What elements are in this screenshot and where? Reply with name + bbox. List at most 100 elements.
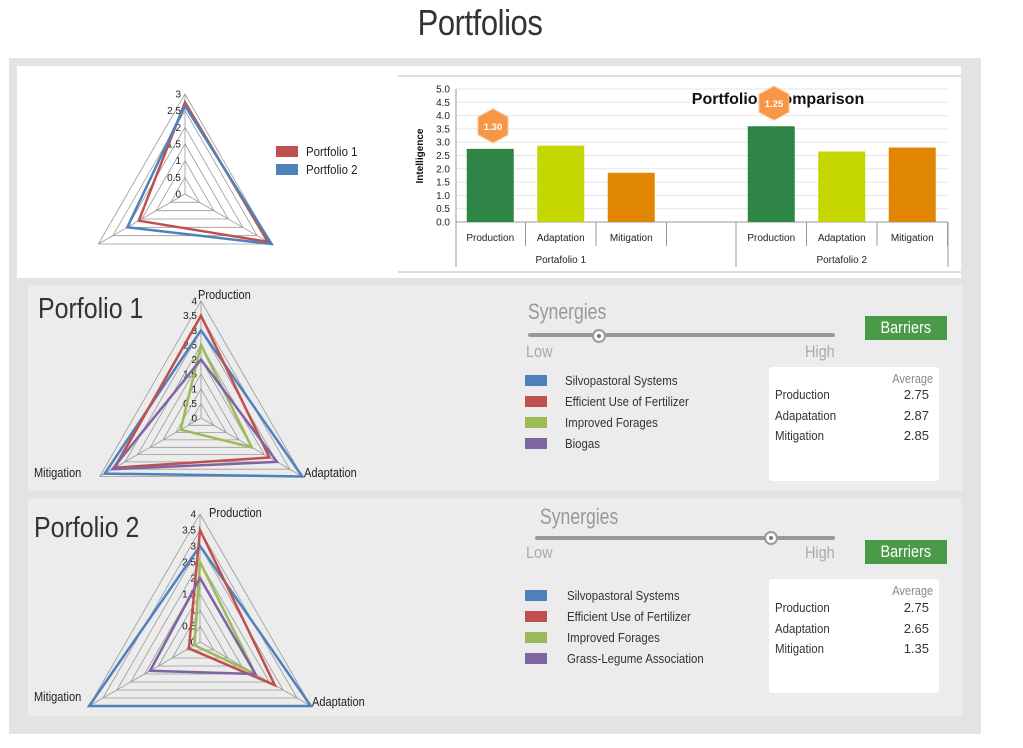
bar-y-tick-label: 1.5 — [436, 178, 450, 189]
radar-tick-label: 2.5 — [167, 106, 181, 117]
bar-y-tick-label: 2.0 — [436, 164, 450, 175]
radar-axis-label: Mitigation — [34, 689, 81, 704]
portfolio1-barriers-button[interactable]: Barriers — [865, 316, 947, 340]
legend-swatch — [525, 632, 547, 643]
bar — [818, 151, 866, 222]
portfolio1-legend: Silvopastoral Systems Efficient Use of F… — [525, 370, 706, 454]
radar-axis-label: Adaptation — [312, 694, 365, 709]
portfolio1-low-label: Low — [526, 342, 553, 361]
portfolio2-synergy-slider[interactable] — [535, 536, 835, 540]
legend-item: Efficient Use of Fertilizer — [525, 606, 722, 627]
radar-series-line — [125, 103, 275, 246]
average-row: Production 2.75 — [775, 387, 929, 402]
legend-swatch — [525, 375, 547, 386]
bar-y-tick-label: 0.5 — [436, 204, 450, 215]
radar-tick-label: 4 — [191, 297, 197, 308]
radar-tick-label: 1 — [175, 156, 181, 167]
radar-tick-label: 2 — [191, 355, 197, 366]
portfolio1-section: Porfolio 1 0 0.5 1 1.5 2 2.5 3 3.5 4 Production Ad… — [28, 285, 962, 491]
legend-swatch — [525, 396, 547, 407]
radar-gridline — [141, 143, 229, 220]
portfolio2-barriers-button[interactable]: Barriers — [865, 540, 947, 564]
bar-category-label: Adaptation — [818, 233, 866, 244]
bar — [466, 148, 514, 222]
radar-series-line — [179, 341, 255, 450]
radar-gridline — [162, 373, 240, 441]
bar — [888, 147, 936, 222]
radar-spoke — [98, 193, 186, 245]
radar-gridline — [97, 93, 273, 245]
radar-tick-label: 3.5 — [182, 526, 196, 537]
bar — [537, 145, 585, 222]
bar-y-tick-label: 3.5 — [436, 124, 450, 135]
portfolio1-radar-chart: 00.511.522.533.54 ProductionAdaptationMit… — [34, 287, 357, 480]
bar-group-badge — [477, 108, 509, 144]
legend-item: Improved Forages — [525, 627, 722, 648]
bar-category-label: Mitigation — [891, 233, 934, 244]
radar-axis-label: Adaptation — [304, 465, 357, 480]
average-row: Adapatation 2.87 — [775, 408, 929, 423]
portfolio1-synergy-knob[interactable] — [592, 329, 606, 343]
radar-tick-label: 4 — [190, 510, 196, 521]
bar — [607, 172, 655, 222]
average-row: Mitigation 2.85 — [775, 428, 929, 443]
portfolio1-title: Porfolio 1 — [38, 293, 144, 325]
legend-item: Silvopastoral Systems — [525, 585, 722, 606]
radar-tick-label: 1.5 — [167, 140, 181, 151]
radar-tick-label: 3.5 — [183, 311, 197, 322]
legend-swatch — [276, 164, 298, 175]
legend-item: Grass-Legume Association — [525, 648, 722, 669]
radar-gridline — [169, 176, 201, 203]
radar-spoke — [88, 641, 201, 707]
radar-tick-label: 3 — [190, 542, 196, 553]
radar-series-line — [86, 543, 314, 708]
legend-swatch — [525, 438, 547, 449]
average-header: Average — [892, 371, 933, 386]
radar-tick-label: 0 — [175, 190, 181, 201]
radar-series-line — [112, 312, 272, 470]
bar-y-tick-label: 3.0 — [436, 138, 450, 149]
portfolio2-legend: Silvopastoral Systems Efficient Use of F… — [525, 585, 722, 669]
legend-item: Improved Forages — [525, 412, 706, 433]
bar-group-badge-value: 1.30 — [484, 122, 503, 133]
portfolio2-section: Porfolio 2 0 0.5 1 1.5 2 2.5 3 3.5 4 Production Ad… — [28, 498, 962, 716]
radar-gridline — [149, 358, 253, 448]
radar-gridline — [112, 109, 258, 237]
bar-category-label: Production — [747, 233, 795, 244]
radar-tick-label: 3 — [191, 326, 197, 337]
radar-gridline — [130, 561, 270, 683]
comparison-bar-chart: 0.00.51.01.52.02.53.03.54.04.55.0Portfol… — [398, 75, 961, 273]
radar-series-line — [193, 557, 259, 677]
radar-tick-label: 3 — [175, 90, 181, 101]
portfolio2-low-label: Low — [526, 543, 553, 562]
legend-label: Portfolio 2 — [306, 162, 358, 177]
radar-tick-label: 1.5 — [183, 370, 197, 381]
portfolio2-synergy-knob[interactable] — [764, 531, 778, 545]
portfolio2-radar-chart: 00.511.522.533.54 ProductionAdaptationMit… — [34, 505, 365, 709]
radar-tick-label: 1 — [191, 384, 197, 395]
average-header: Average — [892, 583, 933, 598]
overview-radar-chart: 0 0.5 1 1.5 2 2.5 3 Portfolio 1 Portfolio 2 — [97, 90, 358, 246]
radar-gridline — [155, 159, 215, 212]
radar-gridline — [185, 625, 215, 651]
page-title: Portfolios — [417, 2, 543, 43]
average-row: Adaptation 2.65 — [775, 621, 929, 636]
radar-series-line — [109, 357, 280, 471]
radar-tick-label: 2 — [175, 123, 181, 134]
legend-swatch — [525, 611, 547, 622]
radar-tick-label: 0 — [191, 414, 197, 425]
radar-tick-label: 0.5 — [182, 622, 196, 633]
bar-y-axis-label: Intelligence — [415, 128, 426, 183]
portfolio1-synergy-slider[interactable] — [528, 333, 835, 337]
radar-gridline — [187, 402, 215, 426]
average-row: Production 2.75 — [775, 600, 929, 615]
bar-y-tick-label: 1.0 — [436, 191, 450, 202]
average-row: Mitigation 1.35 — [775, 641, 929, 656]
radar-spoke — [184, 193, 272, 245]
portfolio1-high-label: High — [805, 342, 835, 361]
radar-tick-label: 0.5 — [183, 399, 197, 410]
portfolio2-high-label: High — [805, 543, 835, 562]
legend-swatch — [525, 417, 547, 428]
radar-tick-label: 0.5 — [167, 173, 181, 184]
bar-group-label: Portafolio 1 — [535, 255, 586, 266]
